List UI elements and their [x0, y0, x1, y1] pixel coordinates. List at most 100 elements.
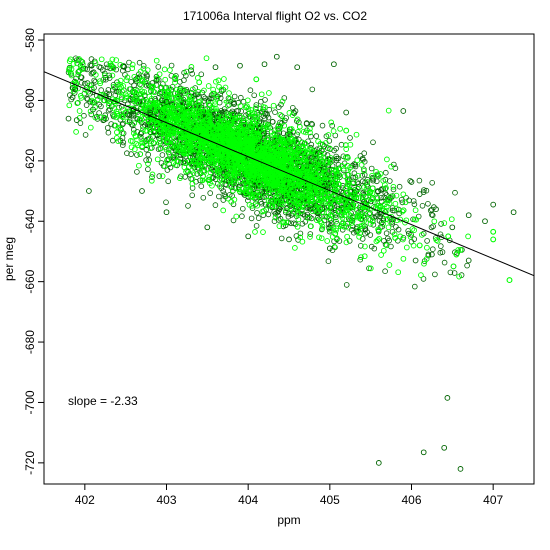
data-point [397, 233, 404, 240]
data-point [368, 165, 375, 172]
data-point [137, 151, 144, 157]
data-point [272, 109, 278, 115]
data-point [123, 77, 130, 84]
data-point [329, 122, 336, 129]
data-point [294, 116, 301, 123]
data-point [83, 102, 90, 108]
data-point [165, 178, 172, 185]
data-point [338, 141, 345, 148]
data-point [128, 151, 134, 157]
data-point [296, 123, 303, 130]
data-point [398, 197, 405, 203]
data-point [208, 95, 214, 102]
data-point [200, 195, 207, 201]
data-point [228, 184, 235, 191]
data-point [149, 174, 155, 180]
data-point [447, 269, 454, 276]
data-point [265, 114, 272, 121]
data-point [378, 195, 384, 201]
data-point [350, 229, 357, 236]
data-point [251, 92, 258, 99]
data-point [220, 171, 227, 178]
data-point [168, 73, 175, 79]
data-point [212, 202, 219, 208]
data-point [161, 66, 168, 73]
data-point [386, 178, 393, 184]
data-point [441, 220, 448, 226]
data-point [424, 244, 430, 251]
data-point [110, 137, 116, 144]
data-point [167, 67, 173, 73]
data-point [396, 183, 403, 190]
data-point [411, 283, 418, 290]
data-point [357, 243, 364, 249]
data-point [332, 214, 339, 221]
data-point [254, 210, 260, 216]
data-point [205, 83, 212, 89]
data-point [258, 91, 265, 98]
data-point [145, 166, 151, 173]
data-point [231, 101, 237, 107]
data-point [339, 227, 346, 233]
data-point [91, 77, 97, 84]
data-point [98, 64, 104, 71]
data-point [270, 102, 277, 109]
data-point [438, 234, 445, 241]
data-point [325, 221, 332, 227]
data-point [400, 191, 407, 198]
data-point [291, 220, 297, 227]
data-point [216, 193, 222, 200]
data-point [411, 201, 418, 208]
data-point [347, 135, 353, 141]
data-point [269, 119, 276, 125]
data-point [337, 125, 343, 132]
data-point [231, 93, 238, 100]
data-point [385, 224, 392, 231]
data-point [258, 98, 264, 105]
data-point [302, 219, 309, 225]
data-point [300, 211, 307, 217]
data-point [352, 174, 359, 181]
data-point [285, 162, 289, 166]
data-point [105, 129, 112, 136]
data-point [185, 203, 191, 209]
data-point [395, 269, 402, 276]
data-point [198, 183, 205, 190]
data-point [177, 106, 181, 111]
data-point [386, 262, 393, 268]
data-point [289, 105, 296, 111]
data-point [163, 199, 169, 206]
data-point [351, 187, 358, 193]
data-point [363, 219, 368, 223]
data-point [253, 102, 260, 108]
data-point [288, 220, 294, 227]
data-point [390, 186, 397, 193]
data-point [237, 103, 244, 109]
data-point [294, 131, 300, 138]
data-point [361, 171, 368, 178]
data-point [395, 226, 402, 233]
data-point [159, 152, 166, 158]
data-point [198, 71, 205, 78]
data-point [429, 212, 436, 219]
data-point [136, 162, 142, 169]
data-point [240, 206, 246, 212]
data-point [423, 187, 430, 194]
data-point [410, 198, 417, 204]
data-point [386, 195, 393, 201]
data-point [278, 235, 285, 242]
data-point [441, 259, 448, 266]
data-point [66, 102, 73, 109]
data-point [383, 230, 390, 237]
data-point [120, 67, 126, 74]
data-point [73, 129, 79, 135]
data-point [464, 262, 470, 269]
data-point [357, 256, 364, 263]
data-point [358, 162, 365, 168]
data-point [75, 69, 82, 75]
data-point [140, 63, 147, 69]
data-point [146, 157, 153, 163]
data-point [252, 229, 258, 235]
data-point [437, 243, 444, 249]
